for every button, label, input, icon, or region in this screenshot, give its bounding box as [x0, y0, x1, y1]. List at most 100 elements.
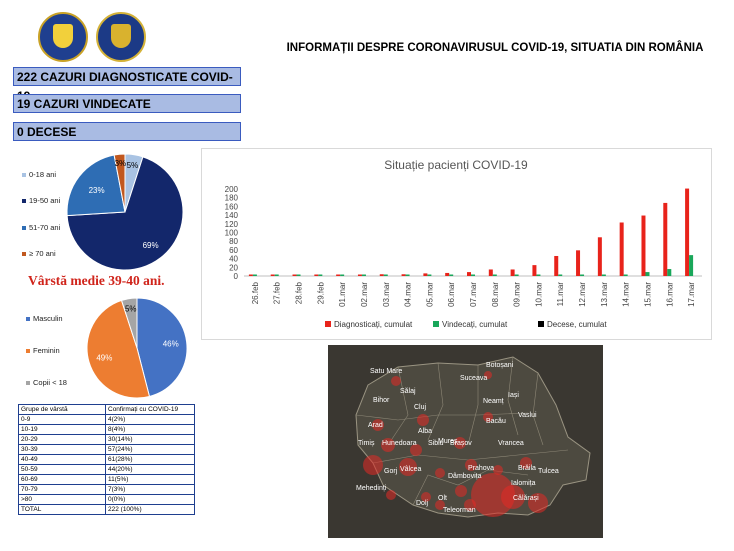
gender-slice	[136, 297, 188, 398]
bar-0	[336, 274, 341, 276]
bar-0	[576, 250, 581, 276]
table-row: 40-49 61(28%)	[18, 454, 195, 465]
table-row: >80 0(0%)	[18, 494, 195, 505]
map-city-label: Mureș	[438, 438, 458, 445]
map-city-label: Brăila	[518, 465, 536, 472]
bar-chart: Situație pacienți COVID-1902040608010012…	[225, 158, 702, 329]
table-cell: 57(24%)	[105, 444, 195, 455]
age-legend-item: ≥ 70 ani	[22, 249, 56, 258]
county-border	[467, 365, 479, 446]
table-row: 50-59 44(20%)	[18, 464, 195, 475]
x-tick-label: 15.mar	[643, 282, 652, 307]
bar-0	[554, 255, 559, 276]
map-city-label: Dâmbovița	[448, 473, 482, 480]
table-cell: >80	[18, 494, 106, 505]
map-city-label: Gorj	[384, 468, 398, 475]
stat-diagnosed: 222 CAZURI DIAGNOSTICATE COVID-19	[13, 67, 241, 103]
gender-slice-label: 5%	[125, 304, 137, 313]
bar-0	[292, 274, 297, 276]
table-row: 70-79 7(3%)	[18, 484, 195, 495]
gender-slice	[86, 299, 151, 399]
map-city-label: Sibiu	[428, 440, 444, 447]
bar-1	[383, 274, 388, 276]
table-header-cell: Grupe de vârstă	[18, 404, 106, 415]
case-marker	[372, 419, 384, 431]
map-city-label: Tulcea	[538, 468, 559, 475]
x-tick-label: 26.feb	[251, 281, 260, 304]
case-marker	[454, 437, 466, 449]
interior-ministry-logo	[96, 12, 146, 62]
bar-0	[663, 202, 668, 276]
x-tick-label: 04.mar	[404, 282, 413, 307]
bar-1	[449, 274, 454, 276]
page-title: INFORMAȚII DESPRE CORONAVIRUSUL COVID-19…	[286, 42, 704, 54]
bar-0	[488, 269, 493, 276]
bar-1	[667, 269, 672, 276]
bar-0	[510, 269, 515, 276]
legend-label: Vindecați, cumulat	[442, 320, 508, 329]
bar-0	[532, 265, 537, 276]
map-city-label: Hunedoara	[382, 440, 417, 447]
bar-1	[514, 274, 519, 276]
x-tick-label: 02.mar	[360, 282, 369, 307]
case-marker	[417, 414, 429, 426]
romania-map-svg: Satu Mare Botoșani Suceava Sălaj Iași Bihor Cl…	[328, 345, 603, 538]
age-slice	[66, 154, 126, 217]
legend-swatch	[538, 321, 544, 327]
y-tick-label: 160	[225, 202, 239, 211]
y-tick-label: 0	[234, 272, 239, 281]
map-city-label: Vrancea	[498, 440, 524, 447]
y-tick-label: 200	[225, 185, 239, 194]
bar-1	[558, 274, 563, 276]
county-border	[507, 356, 519, 436]
legend-label: Diagnosticați, cumulat	[334, 320, 413, 329]
map-city-label: Bihor	[373, 397, 390, 404]
gender-slice-label: 46%	[163, 340, 179, 349]
case-marker	[399, 458, 417, 476]
case-marker	[501, 485, 525, 509]
table-cell: 50-59	[18, 464, 106, 475]
table-row: 60-69 11(5%)	[18, 474, 195, 485]
bar-0	[685, 188, 690, 276]
table-row: 30-39 57(24%)	[18, 444, 195, 455]
map-city-label: Călărași	[513, 495, 539, 502]
bar-1	[492, 274, 497, 276]
gender-legend-item: Feminin	[26, 346, 60, 355]
age-slice	[113, 153, 126, 213]
case-marker	[484, 371, 492, 379]
map-city-label: Satu Mare	[370, 368, 402, 375]
average-age: Vârstă medie 39-40 ani.	[28, 273, 165, 288]
table-cell: 60-69	[18, 474, 106, 485]
bar-1	[252, 274, 257, 276]
bar-chart-panel: Situație pacienți COVID-19 0 20 40 60 80 100 12…	[201, 148, 712, 340]
county-border	[427, 362, 444, 441]
bar-1	[580, 274, 585, 276]
map-city-label: Ialomița	[511, 480, 536, 487]
case-marker	[435, 500, 445, 510]
legend-swatch	[433, 321, 439, 327]
bar-1	[427, 274, 432, 276]
map-city-label: Mehedinți	[356, 485, 387, 492]
gender-slice	[120, 297, 138, 349]
case-marker	[471, 473, 515, 517]
bar-1	[623, 274, 628, 276]
table-cell: TOTAL	[18, 504, 106, 515]
table-cell: 4(2%)	[105, 414, 195, 425]
bar-1	[536, 274, 541, 276]
table-cell: 30-39	[18, 444, 106, 455]
x-tick-label: 01.mar	[338, 282, 347, 307]
table-cell: 70-79	[18, 484, 106, 495]
map-city-label: Botoșani	[486, 362, 514, 369]
map-city-label: Sălaj	[400, 388, 416, 395]
bar-1	[296, 274, 301, 276]
county-border	[387, 366, 409, 446]
x-tick-label: 17.mar	[687, 282, 696, 307]
bar-1	[361, 274, 366, 276]
case-marker	[493, 465, 503, 475]
bar-1	[689, 255, 694, 276]
case-marker	[410, 444, 422, 456]
map-city-label: Suceava	[460, 375, 487, 382]
bar-0	[314, 274, 319, 276]
bar-1	[318, 274, 323, 276]
y-tick-label: 80	[229, 237, 238, 246]
